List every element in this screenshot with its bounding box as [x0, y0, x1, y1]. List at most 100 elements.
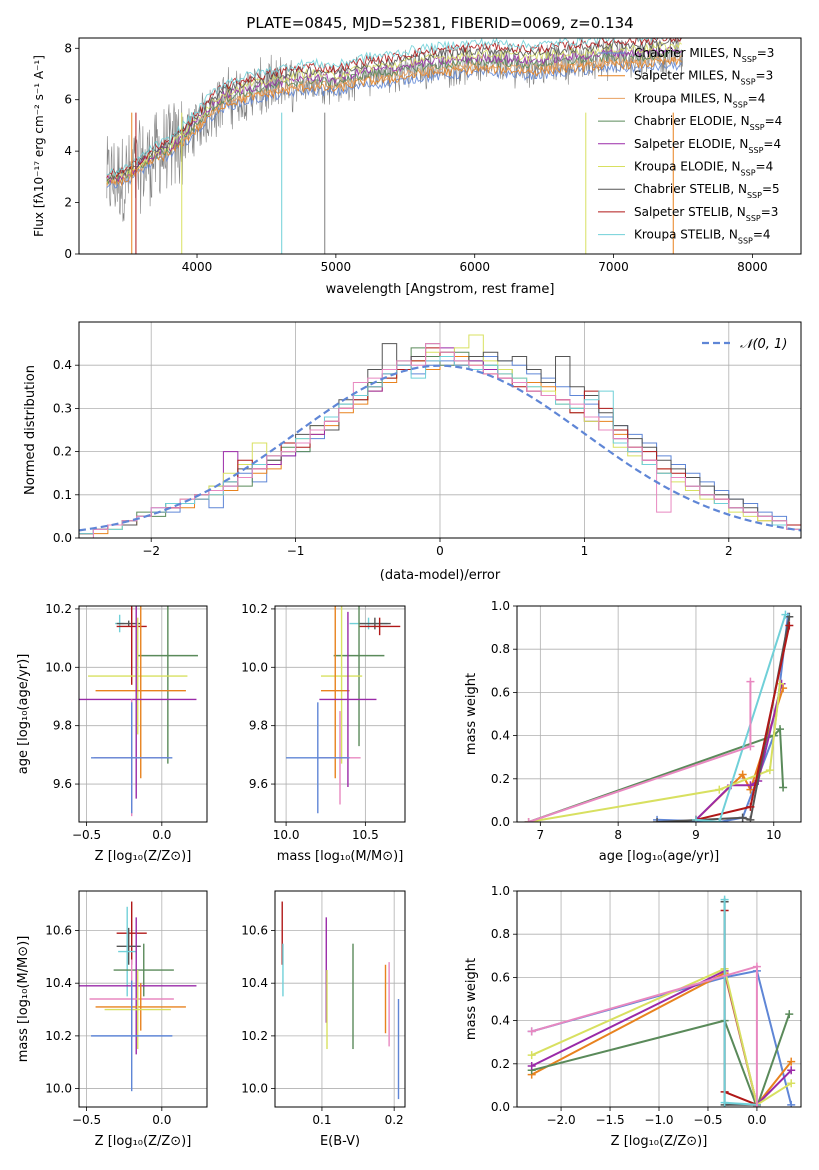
x-tick-label: 6000: [459, 260, 490, 274]
y-tick-label: 6: [64, 93, 72, 107]
legend-entry: 𝒩(0, 1): [740, 337, 787, 352]
y-tick-label: 0.4: [53, 358, 72, 372]
y-tick-label: 0: [64, 247, 72, 261]
chart-title: PLATE=0845, MJD=52381, FIBERID=0069, z=0…: [246, 14, 633, 32]
x-axis-label: age [log₁₀(age/yr)]: [599, 849, 720, 864]
y-tick-label: 10.2: [45, 602, 72, 616]
mass-weight-marker: [527, 1061, 536, 1070]
y-tick-label: 0.0: [53, 531, 72, 545]
mass-weight-marker: [715, 785, 724, 794]
y-tick-label: 0.8: [491, 642, 510, 656]
axes-1: [75, 322, 801, 542]
mass-weight-line: [531, 1013, 791, 1107]
y-tick-label: 0.2: [53, 445, 72, 459]
x-tick-label: 7000: [598, 260, 629, 274]
mass-weight-marker: [781, 610, 790, 619]
mass-weight-marker: [720, 895, 729, 904]
y-tick-label: 10.0: [241, 660, 268, 674]
y-tick-label: 10.4: [241, 976, 268, 990]
y-tick-label: 9.6: [249, 777, 268, 791]
x-axis-label: mass [log₁₀(M/M⊙)]: [277, 849, 404, 864]
y-tick-label: 10.4: [45, 976, 72, 990]
mass-weight-line: [531, 967, 792, 1107]
mass-weight-marker: [691, 815, 700, 822]
axes-frame: [516, 605, 802, 823]
model-spectrum-line: [106, 60, 682, 189]
legend-suffix: =4: [763, 137, 781, 151]
mass-weight-marker: [787, 1100, 796, 1107]
x-tick-label: 10.5: [352, 828, 379, 842]
legend-entry: Chabrier ELODIE, NSSP=4: [634, 114, 782, 132]
y-tick-label: 10.0: [45, 660, 72, 674]
x-tick-label: 0.0: [152, 1113, 171, 1127]
x-tick-label: 2: [725, 544, 733, 558]
y-tick-label: 0.4: [491, 729, 510, 743]
plot-area-1: [79, 334, 801, 538]
y-tick-label: 0.2: [491, 1057, 510, 1071]
axes-frame: [516, 890, 802, 1108]
y-tick-label: 0.0: [491, 1100, 510, 1114]
x-tick-label: 8000: [737, 260, 768, 274]
mass-weight-line: [695, 614, 787, 822]
legend-suffix: =3: [761, 205, 779, 219]
y-tick-label: 4: [64, 144, 72, 158]
legend-subscript: SSP: [741, 168, 756, 177]
y-tick-label: 10.2: [241, 1029, 268, 1043]
legend-label: Kroupa ELODIE, N: [634, 160, 741, 174]
x-tick-label: 7: [537, 828, 545, 842]
axes-4: [513, 605, 801, 826]
mass-weight-marker: [785, 1010, 794, 1019]
y-tick-label: 0.2: [491, 772, 510, 786]
legend-label: Chabrier MILES, N: [634, 46, 742, 60]
legend-suffix: =4: [756, 160, 774, 174]
plot-area-6: [281, 901, 400, 1100]
plot-area-5: [79, 901, 197, 1092]
y-tick-label: 10.6: [241, 924, 268, 938]
x-tick-label: 1: [581, 544, 589, 558]
mass-weight-line: [528, 681, 752, 822]
mass-weight-marker: [738, 813, 747, 822]
y-tick-label: 0.6: [491, 970, 510, 984]
y-axis-label: mass [log₁₀(M/M⊙)]: [16, 936, 31, 1063]
y-tick-label: 1.0: [491, 599, 510, 613]
plot-area-0: [106, 38, 683, 254]
legend-label: Salpeter STELIB, N: [634, 205, 746, 219]
plot-area-4: [524, 610, 794, 822]
legend-entry: Salpeter ELODIE, NSSP=4: [634, 137, 781, 155]
x-axis-label: Z [log₁₀(Z/Z⊙)]: [611, 1134, 708, 1149]
legend-suffix: =5: [762, 182, 780, 196]
mass-weight-marker: [715, 818, 724, 822]
mass-weight-marker: [752, 962, 761, 971]
mass-weight-marker: [738, 770, 747, 779]
x-axis-label: E(B-V): [320, 1134, 360, 1149]
y-tick-label: 0.0: [491, 815, 510, 829]
legend-label: Kroupa STELIB, N: [634, 228, 738, 242]
x-tick-label: 10: [766, 828, 781, 842]
model-spectrum-line: [106, 38, 680, 178]
y-tick-label: 9.6: [53, 777, 72, 791]
mass-weight-marker: [746, 781, 755, 790]
y-tick-label: 8: [64, 41, 72, 55]
legend-subscript: SSP: [742, 55, 757, 64]
legend-label: Chabrier STELIB, N: [634, 182, 747, 196]
x-tick-label: −1.5: [595, 1113, 624, 1127]
legend-entry: Chabrier MILES, NSSP=3: [634, 46, 774, 64]
mass-weight-marker: [527, 1027, 536, 1036]
mass-weight-marker: [527, 1051, 536, 1060]
mass-weight-marker: [746, 742, 755, 751]
y-tick-label: 9.8: [53, 719, 72, 733]
axes-2: [75, 606, 207, 826]
plot-area-2: [79, 606, 198, 817]
x-axis-label: Z [log₁₀(Z/Z⊙)]: [95, 1134, 192, 1149]
mass-weight-marker: [746, 802, 755, 811]
x-tick-label: 0.1: [312, 1113, 331, 1127]
y-axis-label: mass weight: [464, 673, 479, 755]
mass-weight-marker: [785, 621, 794, 630]
legend-label: Salpeter MILES, N: [634, 69, 741, 83]
axes-frame: [274, 890, 406, 1108]
legend-label: Kroupa MILES, N: [634, 91, 733, 105]
x-tick-label: 9: [692, 828, 700, 842]
x-tick-label: 0: [436, 544, 444, 558]
legend-label: Chabrier ELODIE, N: [634, 114, 750, 128]
